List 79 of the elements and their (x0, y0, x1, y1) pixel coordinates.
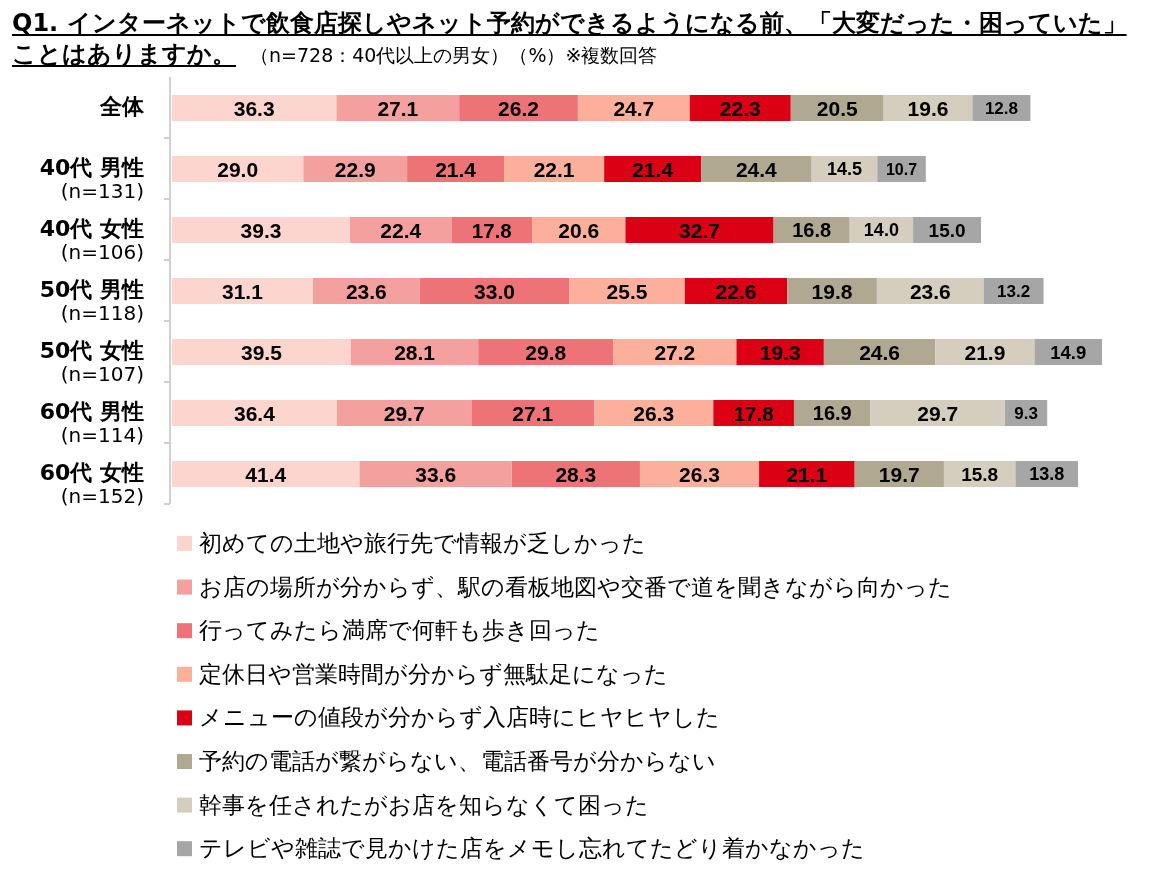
data-label: 33.6 (415, 462, 457, 486)
data-label: 24.4 (735, 157, 777, 181)
legend-label: 幹事を任されたがお店を知らなくて困った (199, 791, 649, 818)
data-label: 41.4 (245, 462, 287, 486)
category-label: 40代 男性 (39, 154, 144, 180)
data-label: 12.8 (984, 98, 1018, 118)
category-label: 50代 女性 (39, 337, 144, 363)
data-label: 14.5 (826, 159, 862, 179)
category-label: 全体 (100, 93, 144, 119)
category-label: 60代 男性 (39, 398, 144, 424)
data-label: 26.3 (679, 462, 720, 486)
data-label: 22.6 (715, 279, 757, 303)
data-label: 15.0 (928, 219, 966, 241)
legend-label: 定休日や営業時間が分からず無駄足になった (199, 660, 668, 687)
data-label: 28.3 (555, 462, 597, 486)
category-label: 40代 女性 (39, 215, 144, 241)
data-label: 21.1 (786, 462, 828, 486)
data-label: 17.8 (733, 401, 774, 425)
data-label: 10.7 (886, 160, 918, 178)
data-label: 26.2 (498, 96, 539, 120)
category-label: 60代 女性 (39, 459, 144, 485)
legend-label: メニューの値段が分からず入店時にヒヤヒヤした (199, 704, 720, 731)
data-label: 22.1 (533, 157, 575, 181)
data-label: 27.2 (654, 340, 696, 364)
data-label: 23.6 (909, 279, 951, 303)
data-label: 29.7 (383, 401, 425, 425)
data-label: 21.4 (435, 157, 476, 181)
data-label: 19.6 (907, 96, 949, 120)
data-label: 16.8 (792, 219, 832, 241)
data-label: 22.3 (719, 96, 761, 120)
category-label: 50代 男性 (39, 276, 144, 302)
data-label: 15.8 (961, 463, 999, 485)
legend-label: 初めての土地や旅行先で情報が乏しかった (199, 529, 646, 556)
data-label: 20.5 (816, 96, 858, 120)
category-label: (n=107) (60, 361, 144, 386)
category-label: (n=114) (60, 422, 144, 447)
data-label: 36.3 (233, 96, 275, 120)
category-label: (n=118) (60, 300, 144, 325)
data-label: 19.3 (759, 340, 801, 364)
data-label: 16.9 (812, 402, 852, 424)
data-label: 36.4 (234, 401, 275, 425)
data-label: 14.9 (1050, 341, 1087, 363)
data-label: 19.8 (811, 279, 853, 303)
legend-label: お店の場所が分からず、駅の看板地図や交番で道を聞きながら向かった (199, 573, 952, 600)
data-label: 31.1 (222, 279, 263, 303)
data-label: 17.8 (471, 218, 512, 242)
subtitle: （n=728：40代以上の男女）（%）※複数回答 (250, 44, 658, 66)
data-label: 21.4 (632, 157, 674, 181)
data-label: 21.9 (964, 340, 1006, 364)
data-label: 39.3 (240, 218, 282, 242)
data-label: 27.1 (512, 401, 554, 425)
data-label: 28.1 (394, 340, 435, 364)
category-label: (n=152) (60, 483, 144, 508)
data-label: 13.2 (997, 281, 1031, 301)
data-label: 27.1 (377, 96, 419, 120)
data-label: 9.3 (1014, 403, 1038, 423)
data-label: 22.9 (334, 157, 376, 181)
data-label: 29.8 (525, 340, 567, 364)
category-label: (n=106) (60, 239, 144, 264)
data-label: 24.7 (613, 96, 655, 120)
data-label: 26.3 (633, 401, 675, 425)
data-label: 19.7 (878, 462, 920, 486)
data-label: 13.8 (1029, 464, 1065, 484)
data-label: 32.7 (679, 218, 720, 242)
legend-label: 行ってみたら満席で何軒も歩き回った (199, 617, 600, 644)
category-label: (n=131) (60, 178, 144, 203)
legend-label: テレビや雑誌で見かけた店をメモし忘れてたどり着かなかった (199, 835, 865, 862)
data-label: 29.7 (917, 401, 959, 425)
legend-label: 予約の電話が繋がらない、電話番号が分からない (199, 747, 716, 774)
data-label: 22.4 (380, 218, 422, 242)
title: ことはありますか。 (12, 40, 236, 68)
data-label: 33.0 (474, 279, 515, 303)
data-label: 39.5 (241, 340, 282, 364)
data-label: 25.5 (606, 279, 648, 303)
data-label: 24.6 (859, 340, 900, 364)
data-label: 20.6 (558, 218, 600, 242)
data-label: 14.0 (863, 220, 899, 240)
data-label: 29.0 (217, 157, 259, 181)
data-label: 23.6 (345, 279, 387, 303)
